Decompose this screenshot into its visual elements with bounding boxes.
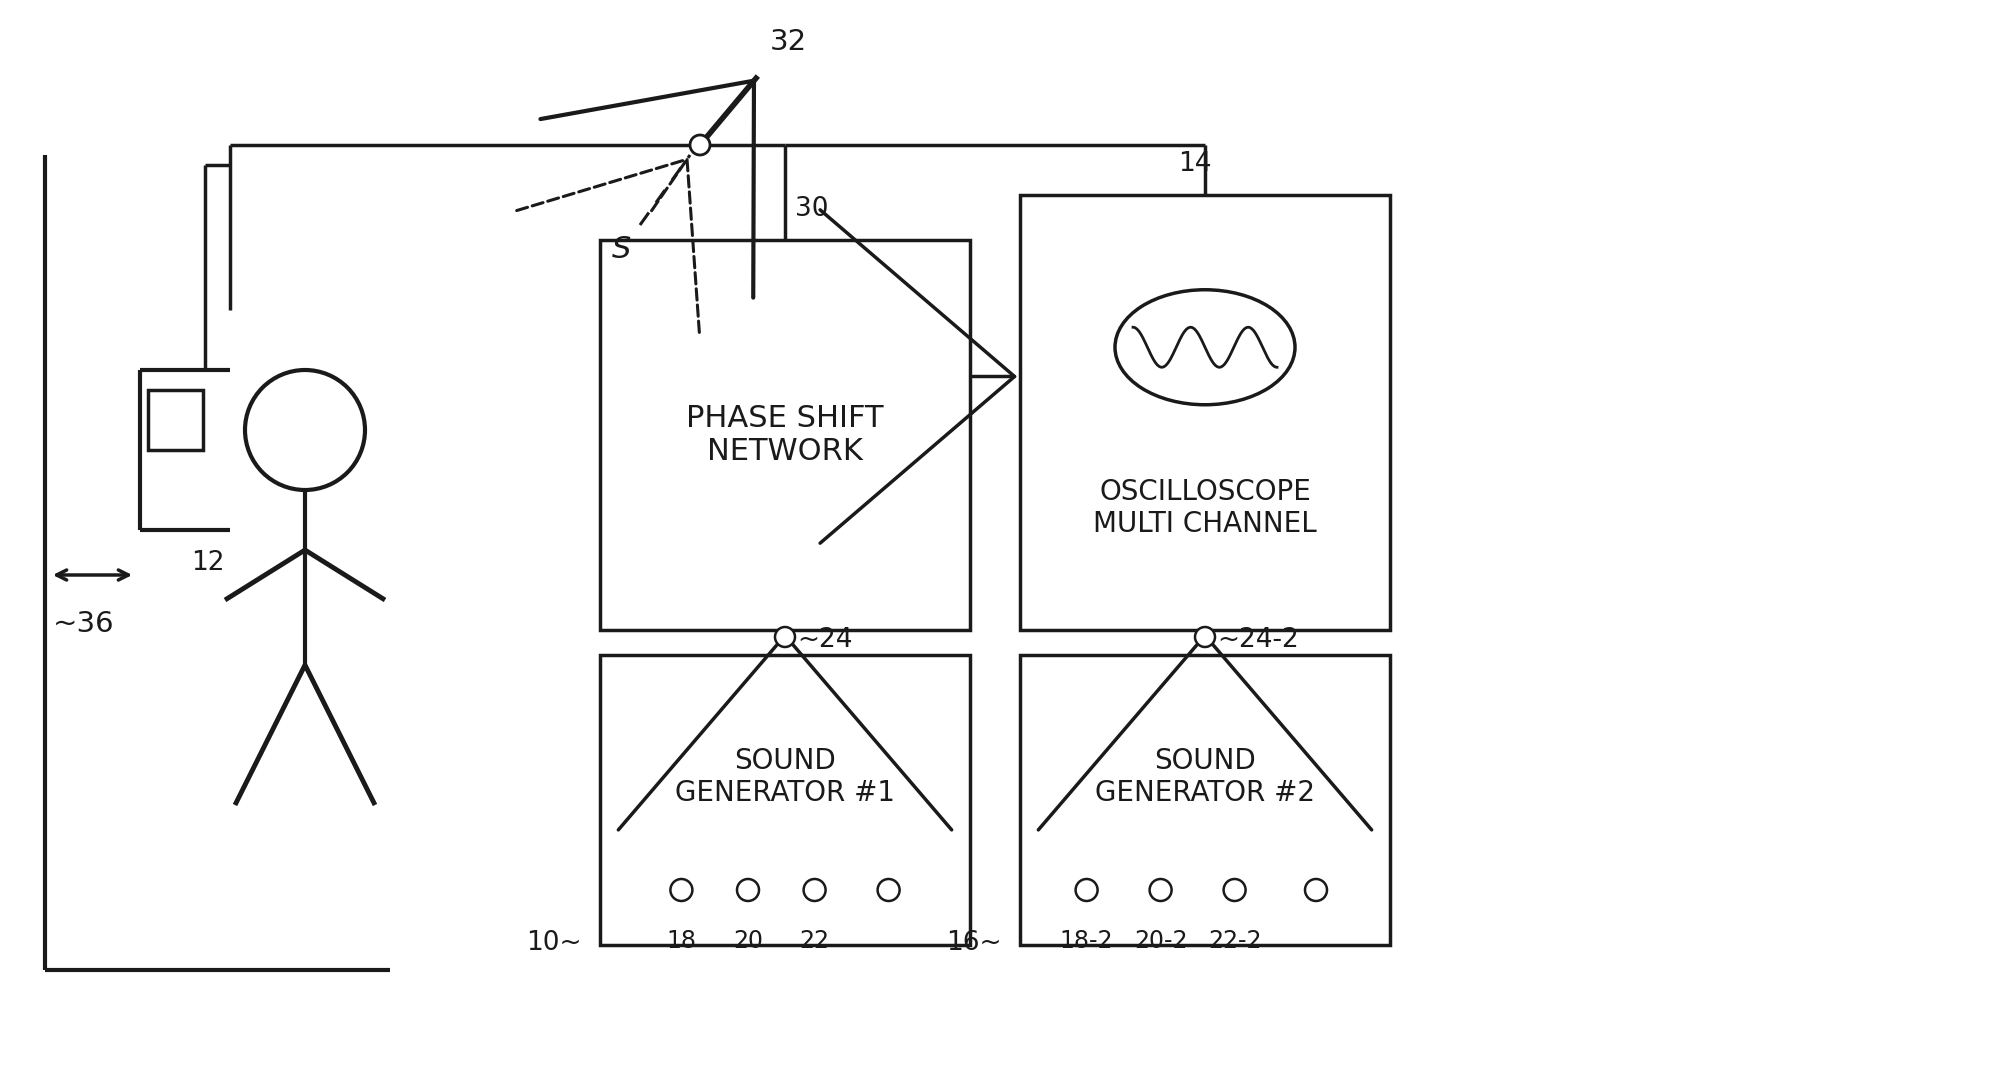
Circle shape xyxy=(690,135,710,155)
Text: 14: 14 xyxy=(1177,151,1211,177)
Circle shape xyxy=(1223,879,1245,901)
Circle shape xyxy=(245,370,364,490)
Text: 30: 30 xyxy=(794,196,827,222)
Bar xyxy=(147,390,203,450)
Text: 16~: 16~ xyxy=(947,930,1002,956)
Text: 20: 20 xyxy=(732,929,762,953)
Text: 22-2: 22-2 xyxy=(1207,929,1261,953)
Circle shape xyxy=(804,879,825,901)
Circle shape xyxy=(1076,879,1098,901)
Circle shape xyxy=(1195,627,1215,647)
Text: 18: 18 xyxy=(666,929,696,953)
Circle shape xyxy=(1150,879,1172,901)
Circle shape xyxy=(877,879,899,901)
Text: ~36: ~36 xyxy=(54,610,115,638)
Text: 20-2: 20-2 xyxy=(1134,929,1187,953)
Text: ~24-2: ~24-2 xyxy=(1217,627,1299,653)
Bar xyxy=(1020,195,1388,630)
Circle shape xyxy=(774,627,794,647)
Text: ~24: ~24 xyxy=(798,627,851,653)
Text: SOUND
GENERATOR #2: SOUND GENERATOR #2 xyxy=(1094,747,1315,807)
Bar xyxy=(601,655,969,945)
Circle shape xyxy=(670,879,692,901)
Bar xyxy=(1020,655,1388,945)
Circle shape xyxy=(1305,879,1327,901)
Text: OSCILLOSCOPE
MULTI CHANNEL: OSCILLOSCOPE MULTI CHANNEL xyxy=(1092,478,1317,538)
Text: 10~: 10~ xyxy=(527,930,581,956)
Circle shape xyxy=(736,879,758,901)
Text: PHASE SHIFT
NETWORK: PHASE SHIFT NETWORK xyxy=(686,404,883,466)
Text: 18-2: 18-2 xyxy=(1060,929,1112,953)
Text: 32: 32 xyxy=(770,28,808,56)
Text: SOUND
GENERATOR #1: SOUND GENERATOR #1 xyxy=(674,747,895,807)
Text: 12: 12 xyxy=(191,550,225,576)
Bar xyxy=(601,240,969,630)
Ellipse shape xyxy=(1114,290,1295,405)
Text: 22: 22 xyxy=(800,929,829,953)
Text: S: S xyxy=(613,235,631,264)
